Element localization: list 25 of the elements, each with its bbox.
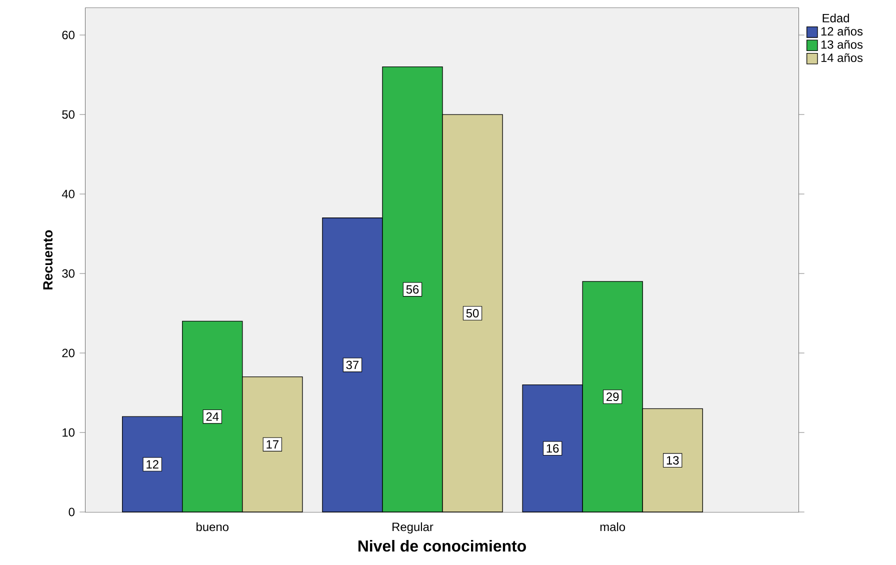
data-label: 13	[666, 456, 679, 464]
y-tick-label: 40	[62, 190, 75, 198]
x-tick-label: malo	[600, 522, 626, 531]
data-label: 29	[606, 392, 619, 401]
legend-label: 13 años	[821, 40, 863, 49]
x-axis-title: Nivel de conocimiento	[358, 540, 526, 552]
legend-label: 14 años	[821, 53, 863, 62]
y-tick-label: 20	[62, 348, 75, 358]
y-tick-label: 50	[62, 110, 75, 119]
data-label: 16	[546, 444, 559, 452]
y-axis-title: Recuento	[43, 230, 53, 290]
x-tick-label: bueno	[196, 522, 229, 531]
data-label: 24	[206, 412, 219, 421]
data-label: 37	[346, 360, 359, 370]
y-tick-label: 10	[62, 428, 75, 437]
y-tick-label: 30	[62, 269, 75, 278]
y-tick-label: 0	[68, 508, 75, 516]
x-tick-label: Regular	[392, 522, 434, 534]
data-label: 56	[406, 285, 419, 294]
legend-title: Edad	[822, 13, 849, 22]
y-tick-label: 60	[62, 30, 75, 40]
legend-label: 12 años	[821, 26, 863, 36]
data-label: 12	[146, 460, 158, 468]
data-label: 17	[266, 440, 278, 448]
data-label: 50	[466, 308, 479, 318]
